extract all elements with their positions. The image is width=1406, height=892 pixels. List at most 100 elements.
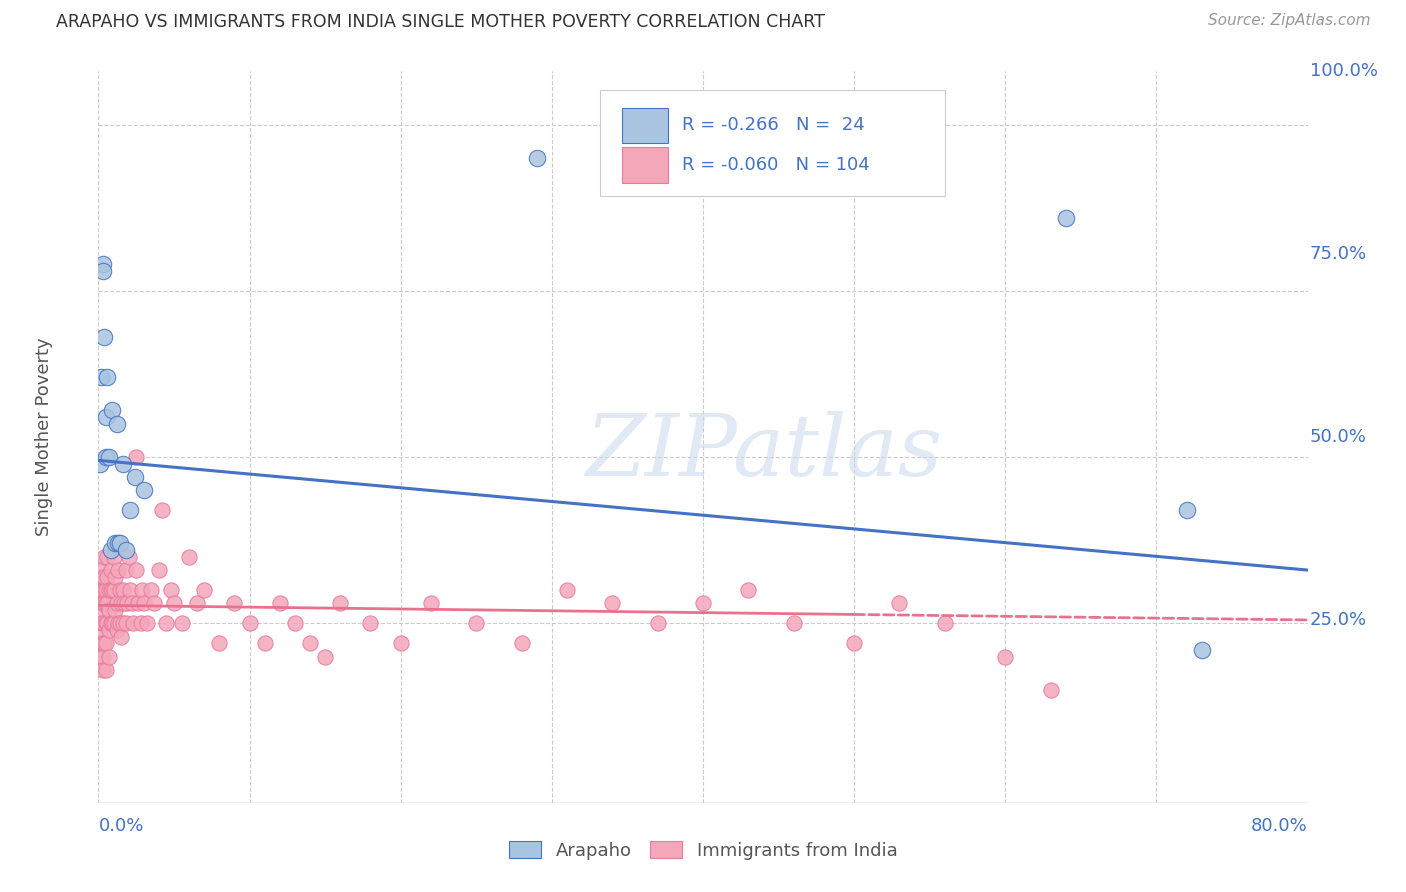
Point [89, 570, 111, 584]
Point [120, 503, 142, 517]
Point [101, 582, 124, 597]
Point [647, 616, 669, 631]
FancyBboxPatch shape [621, 147, 668, 183]
Point [111, 582, 134, 597]
Point [239, 616, 262, 631]
Text: 0.0%: 0.0% [98, 817, 143, 836]
Point [419, 596, 441, 610]
Point [94, 450, 117, 464]
Point [132, 483, 155, 498]
Point [163, 596, 186, 610]
Point [101, 616, 124, 631]
Text: 100.0%: 100.0% [1310, 62, 1378, 80]
Point [160, 582, 183, 597]
Point [120, 582, 142, 597]
Point [108, 616, 131, 631]
Point [124, 470, 146, 484]
Point [90, 582, 112, 597]
Point [94, 410, 117, 425]
Point [150, 503, 173, 517]
Point [125, 450, 148, 464]
Text: R = -0.060   N = 104: R = -0.060 N = 104 [682, 156, 870, 174]
Point [108, 536, 131, 550]
Point [91, 636, 114, 650]
Point [101, 403, 124, 417]
Point [91, 264, 114, 278]
Point [96, 596, 118, 610]
Point [224, 596, 246, 610]
Point [103, 616, 125, 631]
Point [96, 549, 118, 564]
Point [91, 649, 114, 664]
Text: R = -0.266   N =  24: R = -0.266 N = 24 [682, 117, 865, 135]
Point [100, 563, 122, 577]
Point [105, 596, 128, 610]
Point [112, 596, 135, 610]
Point [93, 582, 115, 597]
Text: Source: ZipAtlas.com: Source: ZipAtlas.com [1208, 13, 1371, 29]
Point [93, 549, 115, 564]
Point [96, 570, 118, 584]
Point [737, 582, 759, 597]
Point [91, 596, 114, 610]
Point [360, 616, 382, 631]
Point [526, 151, 548, 165]
FancyBboxPatch shape [621, 108, 668, 143]
Point [93, 636, 115, 650]
Point [100, 582, 122, 597]
Point [299, 636, 322, 650]
Point [111, 457, 134, 471]
Point [889, 596, 911, 610]
Point [89, 596, 111, 610]
Point [107, 563, 129, 577]
Point [135, 616, 157, 631]
Point [155, 616, 177, 631]
Point [105, 623, 128, 637]
Point [98, 623, 121, 637]
Point [90, 563, 112, 577]
Text: 75.0%: 75.0% [1310, 245, 1367, 263]
Point [844, 636, 866, 650]
Text: ARAPAHO VS IMMIGRANTS FROM INDIA SINGLE MOTHER POVERTY CORRELATION CHART: ARAPAHO VS IMMIGRANTS FROM INDIA SINGLE … [56, 13, 825, 31]
Point [314, 649, 336, 664]
Point [94, 596, 117, 610]
Point [110, 630, 132, 644]
Point [186, 596, 208, 610]
Text: ZIPatlas: ZIPatlas [585, 410, 942, 493]
Point [91, 257, 114, 271]
Point [269, 596, 291, 610]
Point [105, 417, 128, 431]
Point [177, 549, 201, 564]
Point [90, 630, 112, 644]
Point [89, 636, 111, 650]
Point [94, 582, 117, 597]
Point [782, 616, 804, 631]
Point [103, 582, 125, 597]
Point [110, 596, 132, 610]
Point [89, 457, 111, 471]
Point [90, 616, 112, 631]
Point [111, 616, 134, 631]
Point [91, 616, 114, 631]
Point [98, 649, 121, 664]
Point [90, 603, 112, 617]
Point [103, 549, 125, 564]
Point [90, 370, 112, 384]
Legend: Arapaho, Immigrants from India: Arapaho, Immigrants from India [502, 834, 904, 867]
Point [170, 616, 193, 631]
Point [122, 616, 145, 631]
Point [129, 616, 152, 631]
Point [148, 563, 170, 577]
Point [114, 616, 136, 631]
Point [114, 563, 136, 577]
Point [284, 616, 307, 631]
Point [107, 616, 129, 631]
Point [100, 616, 122, 631]
Point [98, 450, 121, 464]
Point [94, 616, 117, 631]
Point [115, 596, 138, 610]
Point [131, 582, 153, 597]
Point [98, 582, 121, 597]
Point [107, 536, 129, 550]
Point [143, 596, 166, 610]
